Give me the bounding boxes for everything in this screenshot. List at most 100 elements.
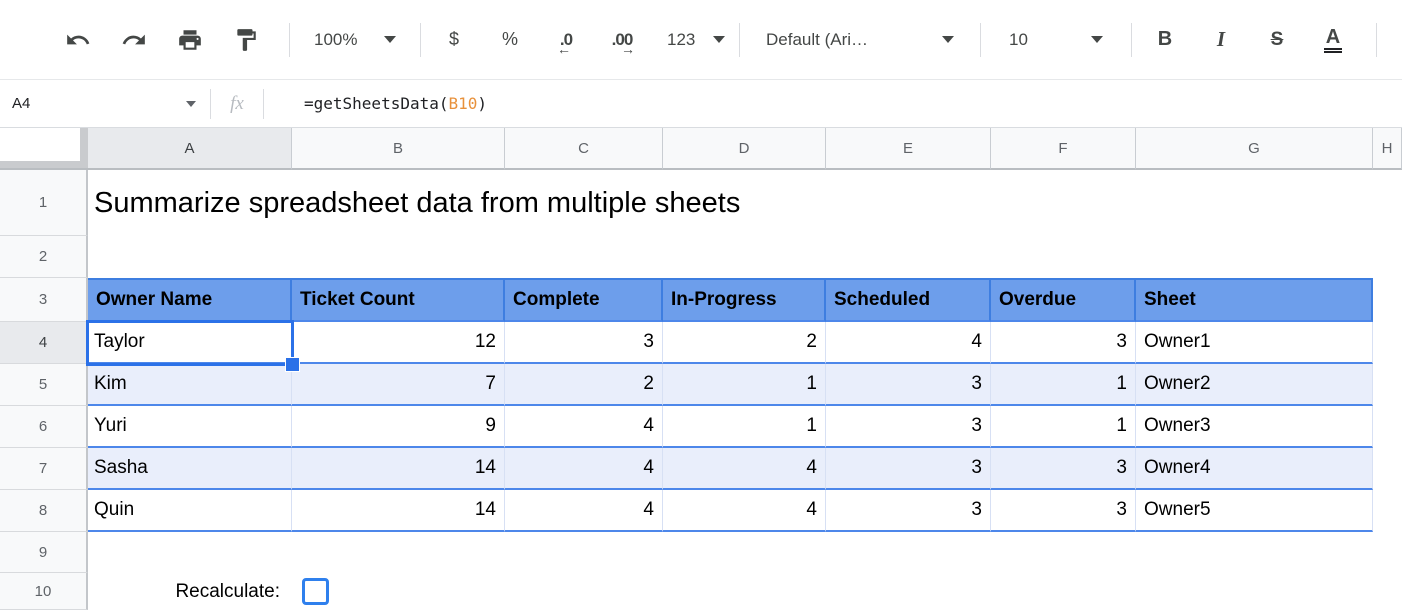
- table-cell[interactable]: 1: [663, 406, 826, 448]
- empty-cell[interactable]: [1373, 278, 1402, 322]
- table-cell[interactable]: 4: [663, 448, 826, 490]
- table-cell[interactable]: 2: [663, 322, 826, 364]
- more-formats-button[interactable]: 123: [663, 20, 729, 60]
- table-header-cell[interactable]: Complete: [505, 278, 663, 322]
- column-header-C[interactable]: C: [505, 128, 663, 170]
- table-cell[interactable]: 3: [991, 448, 1136, 490]
- row-header-10[interactable]: 10: [0, 573, 88, 610]
- column-header-E[interactable]: E: [826, 128, 991, 170]
- table-header-cell[interactable]: Ticket Count: [292, 278, 505, 322]
- table-cell[interactable]: Yuri: [88, 406, 292, 448]
- table-cell[interactable]: 3: [991, 322, 1136, 364]
- name-box-value: A4: [12, 95, 31, 112]
- empty-cell[interactable]: [1373, 364, 1402, 406]
- table-header-cell[interactable]: Owner Name: [88, 278, 292, 322]
- paint-format-button[interactable]: [223, 20, 269, 60]
- table-header-cell[interactable]: Sheet: [1136, 278, 1373, 322]
- table-cell[interactable]: 4: [663, 490, 826, 532]
- title-cell[interactable]: Summarize spreadsheet data from multiple…: [88, 171, 771, 235]
- table-cell[interactable]: 3: [991, 490, 1136, 532]
- table-cell[interactable]: 4: [505, 448, 663, 490]
- empty-cell[interactable]: [1373, 322, 1402, 364]
- table-cell[interactable]: 14: [292, 490, 505, 532]
- row-header-8[interactable]: 8: [0, 490, 88, 532]
- caret-down-icon: [1091, 36, 1103, 43]
- column-header-H[interactable]: H: [1373, 128, 1402, 170]
- table-cell[interactable]: 1: [991, 406, 1136, 448]
- table-cell[interactable]: 3: [505, 322, 663, 364]
- table-cell[interactable]: 4: [505, 490, 663, 532]
- table-cell[interactable]: 3: [826, 364, 991, 406]
- font-family-select[interactable]: Default (Ari…: [750, 20, 970, 60]
- decrease-decimals-button[interactable]: .0 ←: [543, 20, 589, 60]
- row-header-9[interactable]: 9: [0, 532, 88, 573]
- font-size-select[interactable]: 10: [991, 20, 1121, 60]
- empty-cell[interactable]: [88, 236, 1402, 278]
- decrease-decimals-label: .0: [559, 29, 573, 49]
- table-cell[interactable]: 1: [663, 364, 826, 406]
- empty-cell[interactable]: [505, 573, 1402, 610]
- table-cell[interactable]: Owner5: [1136, 490, 1373, 532]
- empty-cell[interactable]: [1373, 490, 1402, 532]
- column-header-A[interactable]: A: [88, 128, 292, 170]
- table-cell[interactable]: 2: [505, 364, 663, 406]
- format-percent-button[interactable]: %: [487, 20, 533, 60]
- fill-handle[interactable]: [286, 358, 299, 371]
- strikethrough-button[interactable]: S: [1254, 20, 1300, 60]
- italic-button[interactable]: I: [1198, 20, 1244, 60]
- table-cell[interactable]: Owner3: [1136, 406, 1373, 448]
- table-cell[interactable]: 14: [292, 448, 505, 490]
- row-header-3[interactable]: 3: [0, 278, 88, 322]
- table-cell[interactable]: Quin: [88, 490, 292, 532]
- table-cell[interactable]: 3: [826, 490, 991, 532]
- row-10: 10 Recalculate:: [0, 573, 1402, 610]
- table-cell[interactable]: Owner4: [1136, 448, 1373, 490]
- recalculate-checkbox[interactable]: [302, 578, 329, 605]
- table-cell[interactable]: 12: [292, 322, 505, 364]
- recalculate-label-cell[interactable]: Recalculate:: [88, 573, 292, 610]
- table-cell[interactable]: 4: [505, 406, 663, 448]
- print-button[interactable]: [167, 20, 213, 60]
- table-cell[interactable]: 4: [826, 322, 991, 364]
- row-header-6[interactable]: 6: [0, 406, 88, 448]
- increase-decimals-button[interactable]: .00 →: [599, 20, 645, 60]
- formula-bar-divider: [263, 88, 264, 119]
- zoom-select[interactable]: 100%: [300, 20, 410, 60]
- format-currency-button[interactable]: $: [431, 20, 477, 60]
- table-cell[interactable]: Kim: [88, 364, 292, 406]
- empty-cell[interactable]: [1373, 448, 1402, 490]
- table-header-cell[interactable]: Scheduled: [826, 278, 991, 322]
- name-box[interactable]: A4: [0, 80, 210, 127]
- column-header-F[interactable]: F: [991, 128, 1136, 170]
- row-5: 5 Kim 7 2 1 3 1 Owner2: [0, 364, 1402, 406]
- table-cell[interactable]: Owner2: [1136, 364, 1373, 406]
- redo-button[interactable]: [111, 20, 157, 60]
- text-color-button[interactable]: A: [1310, 20, 1356, 60]
- table-cell[interactable]: 3: [826, 406, 991, 448]
- row-header-7[interactable]: 7: [0, 448, 88, 490]
- table-header-cell[interactable]: In-Progress: [663, 278, 826, 322]
- row-header-1[interactable]: 1: [0, 170, 88, 236]
- table-cell[interactable]: 1: [991, 364, 1136, 406]
- row-header-2[interactable]: 2: [0, 236, 88, 278]
- column-header-D[interactable]: D: [663, 128, 826, 170]
- row-header-4[interactable]: 4: [0, 322, 88, 364]
- bold-button[interactable]: B: [1142, 20, 1188, 60]
- column-header-G[interactable]: G: [1136, 128, 1373, 170]
- table-cell[interactable]: 9: [292, 406, 505, 448]
- table-cell[interactable]: Taylor: [88, 322, 292, 364]
- table-cell[interactable]: 7: [292, 364, 505, 406]
- empty-cell[interactable]: [1373, 406, 1402, 448]
- empty-cell[interactable]: [88, 532, 1402, 573]
- formula-prefix: =getSheetsData(: [304, 94, 449, 113]
- formula-input[interactable]: =getSheetsData(B10): [264, 94, 1402, 113]
- select-all-corner[interactable]: [0, 128, 88, 170]
- table-cell[interactable]: Sasha: [88, 448, 292, 490]
- table-cell[interactable]: Owner1: [1136, 322, 1373, 364]
- row-header-5[interactable]: 5: [0, 364, 88, 406]
- toolbar-divider: [1376, 22, 1377, 57]
- undo-button[interactable]: [55, 20, 101, 60]
- column-header-B[interactable]: B: [292, 128, 505, 170]
- table-cell[interactable]: 3: [826, 448, 991, 490]
- table-header-cell[interactable]: Overdue: [991, 278, 1136, 322]
